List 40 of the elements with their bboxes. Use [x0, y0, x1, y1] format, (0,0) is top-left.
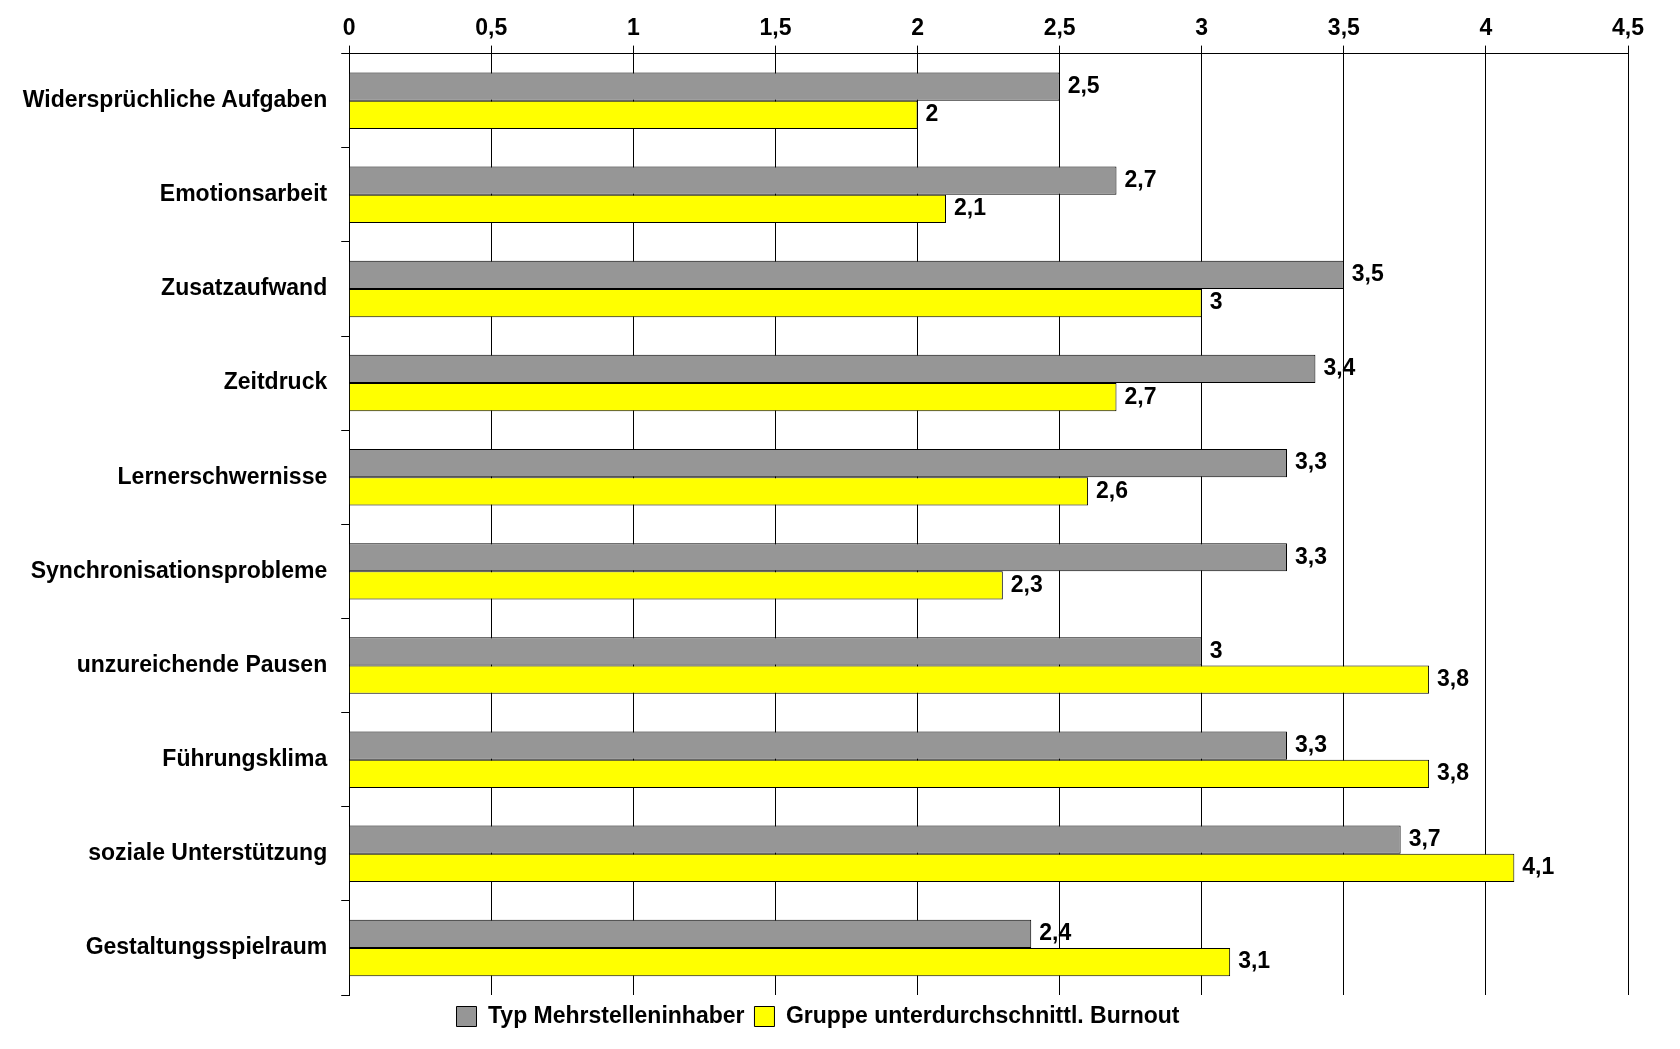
y-tick-label: Zusatzaufwand: [161, 274, 328, 301]
data-label: 2,1: [953, 194, 987, 221]
y-tick-label: Gestaltungsspielraum: [85, 933, 328, 960]
y-tick-label: Emotionsarbeit: [159, 180, 328, 207]
data-label: 2,3: [1010, 570, 1043, 597]
data-label: 3,5: [1351, 260, 1385, 287]
data-label: 3,8: [1437, 664, 1470, 691]
data-label: 3: [1209, 636, 1223, 663]
data-label: 2,6: [1096, 476, 1129, 503]
data-label: 4,1: [1522, 853, 1555, 880]
y-tick-label: soziale Unterstützung: [88, 839, 328, 866]
x-tick-label: 0: [342, 14, 356, 41]
data-label: 2,7: [1124, 382, 1157, 409]
legend-label: Gruppe unterdurchschnittl. Burnout: [785, 1001, 1180, 1028]
y-tick-label: Widersprüchliche Aufgaben: [22, 86, 328, 113]
y-tick-label: Führungsklima: [162, 744, 328, 771]
x-tick-label: 1,5: [759, 14, 792, 41]
x-tick-label: 4,5: [1612, 14, 1645, 41]
data-label: 3,7: [1408, 825, 1441, 852]
x-tick-label: 1: [627, 14, 640, 41]
data-label: 3: [1209, 288, 1223, 315]
y-tick-label: unzureichende Pausen: [76, 650, 328, 677]
x-tick-label: 4: [1479, 14, 1493, 41]
data-label: 2,5: [1067, 71, 1100, 98]
x-tick-label: 2,5: [1043, 14, 1076, 41]
data-label: 3,3: [1294, 730, 1327, 757]
data-label: 3,3: [1294, 448, 1327, 475]
x-tick-label: 3,5: [1327, 14, 1361, 41]
x-tick-label: 3: [1195, 14, 1209, 41]
x-tick-label: 0,5: [475, 14, 508, 41]
data-label: 3,8: [1437, 759, 1470, 786]
y-tick-label: Synchronisationsprobleme: [30, 556, 328, 583]
y-tick-label: Lernerschwernisse: [117, 462, 328, 489]
data-label: 2,7: [1124, 166, 1157, 193]
data-label: 2: [925, 100, 939, 127]
y-tick-label: Zeitdruck: [223, 368, 328, 395]
x-tick-label: 2: [911, 14, 924, 41]
data-label: 3,1: [1238, 947, 1271, 974]
legend-label: Typ Mehrstelleninhaber: [488, 1001, 745, 1028]
data-label: 3,3: [1294, 542, 1327, 569]
